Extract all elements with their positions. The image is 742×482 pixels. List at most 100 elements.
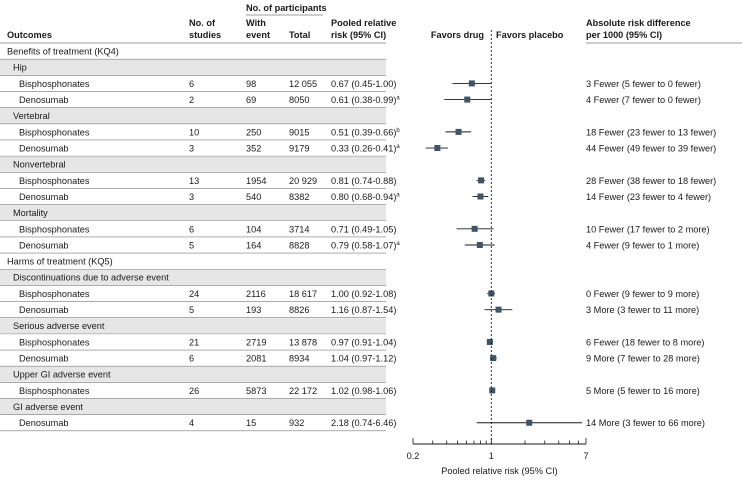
point-estimate-marker: [526, 419, 533, 426]
row-studies: 24: [189, 289, 199, 299]
row-events: 1954: [246, 176, 266, 186]
row-relative-risk: 0.71 (0.49-1.05): [331, 224, 396, 234]
header-rr-line1: Pooled relative: [331, 18, 396, 28]
row-studies: 3: [189, 192, 194, 202]
row-drug-label: Bisphosphonates: [19, 386, 90, 396]
group-band: [0, 59, 386, 75]
row-drug-label: Denosumab: [19, 192, 69, 202]
row-relative-risk: 0.79 (0.58-1.07)a: [331, 240, 400, 250]
row-drug-label: Denosumab: [19, 143, 69, 153]
row-drug-label: Denosumab: [19, 95, 69, 105]
row-drug-label: Bisphosphonates: [19, 337, 90, 347]
row-events: 5873: [246, 386, 266, 396]
group-band: [0, 366, 386, 382]
group-title: Hip: [13, 63, 27, 73]
plot-area: [425, 30, 583, 445]
point-estimate-marker: [495, 306, 502, 313]
x-axis: 0.2 1 7 Pooled relative risk (95% CI): [407, 438, 589, 476]
row-absolute-risk-difference: 14 Fewer (23 fewer to 4 fewer): [586, 192, 711, 202]
row-events: 104: [246, 224, 261, 234]
row-relative-risk: 0.51 (0.39-0.66)b: [331, 127, 400, 137]
row-events: 164: [246, 240, 261, 250]
row-studies: 5: [189, 240, 194, 250]
row-relative-risk: 1.04 (0.97-1.12): [331, 354, 396, 364]
row-drug-label: Bisphosphonates: [19, 127, 90, 137]
row-total: 9179: [289, 143, 309, 153]
row-relative-risk: 0.61 (0.38-0.99)a: [331, 95, 400, 105]
row-total: 8382: [289, 192, 309, 202]
row-absolute-risk-difference: 10 Fewer (17 fewer to 2 more): [586, 224, 710, 234]
point-estimate-marker: [477, 193, 484, 200]
row-events: 69: [246, 95, 256, 105]
header-with-event-line2: event: [246, 30, 270, 40]
row-studies: 10: [189, 127, 199, 137]
row-relative-risk: 0.97 (0.91-1.04): [331, 337, 396, 347]
row-footnote-marker: b: [396, 128, 400, 134]
header-outcomes: Outcomes: [7, 30, 52, 40]
header-participants: No. of participants: [246, 3, 327, 13]
group-title: GI adverse event: [13, 402, 83, 412]
header-ard-line1: Absolute risk difference: [586, 18, 691, 28]
group-title: Discontinuations due to adverse event: [13, 273, 169, 283]
row-absolute-risk-difference: 4 Fewer (9 fewer to 1 more): [586, 240, 699, 250]
header-rr-line2: risk (95% CI): [331, 30, 386, 40]
row-studies: 6: [189, 79, 194, 89]
row-absolute-risk-difference: 28 Fewer (38 fewer to 18 fewer): [586, 176, 716, 186]
row-events: 540: [246, 192, 261, 202]
x-tick-label: 1: [489, 451, 494, 461]
row-studies: 21: [189, 337, 199, 347]
row-total: 8828: [289, 240, 309, 250]
point-estimate-marker: [455, 128, 462, 135]
row-absolute-risk-difference: 4 Fewer (7 fewer to 0 fewer): [586, 95, 701, 105]
row-total: 8826: [289, 305, 309, 315]
group-title: Mortality: [13, 208, 48, 218]
header-favors-placebo: Favors placebo: [496, 30, 564, 40]
point-estimate-marker: [464, 96, 471, 103]
table-rows: Benefits of treatment (KQ4) Hip Bisphospho…: [0, 47, 716, 432]
x-axis-label: Pooled relative risk (95% CI): [441, 466, 557, 476]
point-estimate-marker: [471, 225, 478, 232]
row-footnote-marker: a: [396, 144, 400, 150]
row-total: 20 929: [289, 176, 317, 186]
group-band: [0, 156, 386, 172]
section-title: Benefits of treatment (KQ4): [7, 47, 119, 57]
row-absolute-risk-difference: 18 Fewer (23 fewer to 13 fewer): [586, 127, 716, 137]
row-studies: 4: [189, 418, 194, 428]
row-studies: 26: [189, 386, 199, 396]
point-estimate-marker: [489, 387, 496, 394]
row-drug-label: Denosumab: [19, 240, 69, 250]
section-title: Harms of treatment (KQ5): [7, 257, 113, 267]
row-absolute-risk-difference: 14 More (3 fewer to 66 more): [586, 418, 705, 428]
row-absolute-risk-difference: 5 More (5 fewer to 16 more): [586, 386, 700, 396]
row-events: 2081: [246, 354, 266, 364]
row-drug-label: Bisphosphonates: [19, 224, 90, 234]
header-studies-line2: studies: [189, 30, 221, 40]
row-relative-risk: 1.02 (0.98-1.06): [331, 386, 396, 396]
header-favors-drug: Favors drug: [431, 30, 484, 40]
row-footnote-marker: a: [396, 95, 400, 101]
point-estimate-marker: [434, 145, 441, 152]
row-relative-risk: 0.33 (0.26-0.41)a: [331, 143, 400, 153]
row-total: 22 172: [289, 386, 317, 396]
point-estimate-marker: [478, 177, 485, 184]
point-estimate-marker: [490, 355, 497, 362]
row-studies: 6: [189, 224, 194, 234]
row-events: 352: [246, 143, 261, 153]
row-drug-label: Denosumab: [19, 354, 69, 364]
row-absolute-risk-difference: 0 Fewer (9 fewer to 9 more): [586, 289, 699, 299]
row-events: 2116: [246, 289, 266, 299]
row-studies: 5: [189, 305, 194, 315]
point-estimate-marker: [486, 338, 493, 345]
group-title: Upper GI adverse event: [13, 370, 111, 380]
group-band: [0, 399, 386, 415]
row-relative-risk: 0.81 (0.74-0.88): [331, 176, 396, 186]
row-total: 9015: [289, 127, 309, 137]
row-total: 18 617: [289, 289, 317, 299]
row-relative-risk: 1.16 (0.87-1.54): [331, 305, 396, 315]
row-studies: 6: [189, 354, 194, 364]
row-total: 12 055: [289, 79, 317, 89]
row-total: 3714: [289, 224, 309, 234]
group-band: [0, 269, 386, 285]
row-events: 98: [246, 79, 256, 89]
row-absolute-risk-difference: 3 More (3 fewer to 11 more): [586, 305, 699, 315]
